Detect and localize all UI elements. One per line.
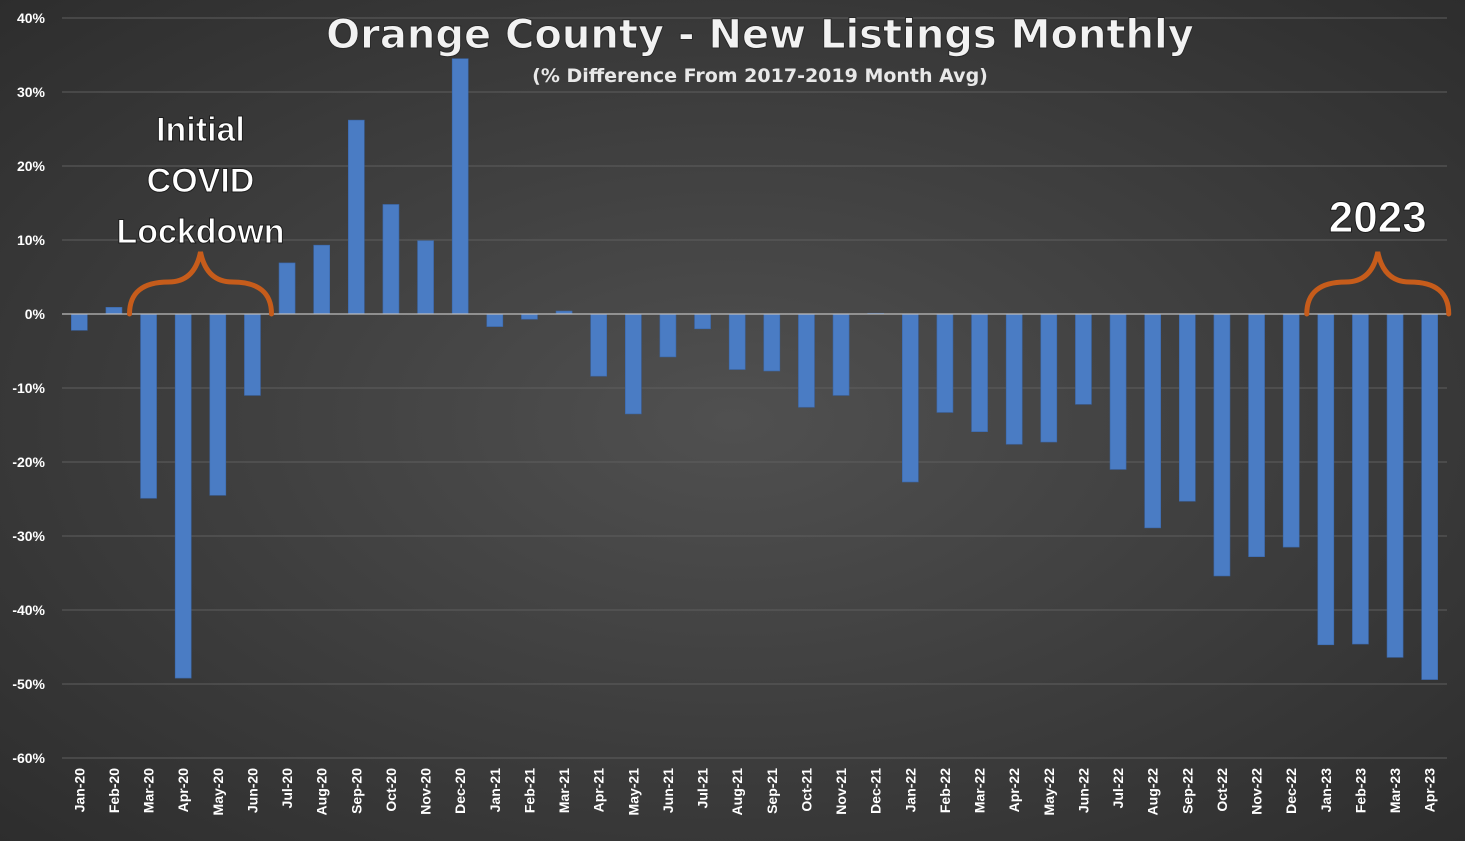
bar-sep-20 <box>348 119 365 315</box>
x-tick-label: Mar-22 <box>972 768 988 813</box>
x-tick-label: Mar-21 <box>556 768 572 813</box>
bar-jul-21 <box>694 313 711 330</box>
bar-mar-22 <box>971 313 988 432</box>
bar-jun-22 <box>1075 313 1092 405</box>
x-tick-label: Sep-20 <box>348 768 364 814</box>
x-tick-label: Dec-20 <box>452 768 468 814</box>
bar-may-22 <box>1040 313 1058 443</box>
annotation-label: 2023 <box>1329 193 1427 242</box>
bar-jun-21 <box>659 313 677 358</box>
x-tick-label: Feb-23 <box>1352 768 1368 813</box>
bar-jan-21 <box>486 313 504 327</box>
annotation-brace <box>1304 251 1452 317</box>
x-tick-label: May-22 <box>1041 768 1057 816</box>
annotation-label: COVID <box>147 162 255 200</box>
x-tick-label: Jan-21 <box>487 768 503 813</box>
x-tick-label: Apr-20 <box>175 768 191 813</box>
y-tick-label: -20% <box>12 454 45 470</box>
x-tick-label: Apr-22 <box>1006 768 1022 813</box>
bar-sep-21 <box>763 313 781 372</box>
x-tick-label: Jun-20 <box>244 768 260 813</box>
x-tick-label: Jan-22 <box>902 768 918 813</box>
bar-may-21 <box>625 313 642 415</box>
bar-jul-20 <box>278 262 296 315</box>
bar-nov-20 <box>417 240 434 315</box>
x-tick-label: Jul-22 <box>1110 768 1126 809</box>
x-tick-label: Feb-21 <box>521 768 537 813</box>
x-tick-label: Jun-22 <box>1075 768 1091 813</box>
bar-aug-21 <box>728 313 746 370</box>
x-tick-label: Oct-21 <box>798 768 814 812</box>
bar-jul-22 <box>1109 313 1127 470</box>
y-tick-label: 40% <box>17 10 46 26</box>
x-tick-label: Oct-20 <box>383 768 399 812</box>
x-tick-label: Sep-22 <box>1179 768 1195 814</box>
bar-aug-22 <box>1144 313 1161 529</box>
annotation-brace <box>127 251 274 317</box>
bar-jan-23 <box>1317 313 1335 646</box>
annotation-label: Initial <box>156 111 245 149</box>
bar-apr-21 <box>590 313 607 377</box>
x-tick-label: Nov-20 <box>418 768 434 815</box>
x-tick-label: May-21 <box>625 768 641 816</box>
y-tick-label: -40% <box>12 602 45 618</box>
y-tick-label: 0% <box>25 306 46 322</box>
x-tick-label: Jan-20 <box>71 768 87 813</box>
bar-oct-22 <box>1213 313 1231 577</box>
bar-feb-23 <box>1352 313 1369 645</box>
bar-apr-23 <box>1421 313 1438 680</box>
x-tick-label: May-20 <box>210 768 226 816</box>
x-tick-label: Nov-22 <box>1249 768 1265 815</box>
bar-feb-20 <box>105 307 123 315</box>
y-tick-label: -30% <box>12 528 45 544</box>
x-tick-label: Jul-21 <box>695 768 711 809</box>
y-tick-label: 20% <box>17 158 46 174</box>
x-tick-label: Jul-20 <box>279 768 295 809</box>
x-tick-label: Oct-22 <box>1214 768 1230 812</box>
bar-nov-21 <box>832 313 850 396</box>
x-tick-label: Jun-21 <box>660 768 676 813</box>
x-tick-label: Feb-22 <box>937 768 953 813</box>
bar-mar-20 <box>140 313 157 499</box>
x-tick-label: Aug-20 <box>314 768 330 816</box>
bar-nov-22 <box>1248 313 1265 558</box>
x-tick-label: Jan-23 <box>1318 768 1334 813</box>
chart-title: Orange County - New Listings Monthly <box>326 12 1194 58</box>
bar-dec-22 <box>1282 313 1300 548</box>
y-tick-label: -60% <box>12 750 45 766</box>
x-tick-label: Apr-21 <box>591 768 607 813</box>
y-tick-label: 30% <box>17 84 46 100</box>
x-tick-label: Feb-20 <box>106 768 122 813</box>
bar-jun-20 <box>244 313 261 396</box>
bar-apr-22 <box>1005 313 1023 445</box>
bar-jan-22 <box>902 313 919 483</box>
x-tick-label: Nov-21 <box>833 768 849 815</box>
bar-jan-20 <box>71 313 88 331</box>
x-tick-label: Aug-21 <box>729 768 745 816</box>
x-tick-label: Apr-23 <box>1422 768 1438 813</box>
bar-apr-20 <box>174 313 192 679</box>
x-tick-label: Dec-21 <box>868 768 884 814</box>
x-tick-label: Mar-20 <box>141 768 157 813</box>
annotation-label: Lockdown <box>116 213 284 251</box>
x-tick-label: Aug-22 <box>1145 768 1161 816</box>
bar-mar-23 <box>1386 313 1404 658</box>
bar-oct-21 <box>798 313 815 408</box>
bar-aug-20 <box>313 244 330 315</box>
y-tick-label: 10% <box>17 232 46 248</box>
bar-feb-22 <box>936 313 954 413</box>
chart-subtitle: (% Difference From 2017-2019 Month Avg) <box>532 65 988 87</box>
bar-may-20 <box>209 313 227 496</box>
x-tick-label: Sep-21 <box>764 768 780 814</box>
bar-oct-20 <box>382 204 400 315</box>
x-tick-label: Mar-23 <box>1387 768 1403 813</box>
bar-sep-22 <box>1179 313 1196 502</box>
y-tick-label: -10% <box>12 380 45 396</box>
y-tick-label: -50% <box>12 676 45 692</box>
x-tick-label: Dec-22 <box>1283 768 1299 814</box>
bar-feb-21 <box>521 313 538 320</box>
bar-dec-20 <box>451 58 469 315</box>
